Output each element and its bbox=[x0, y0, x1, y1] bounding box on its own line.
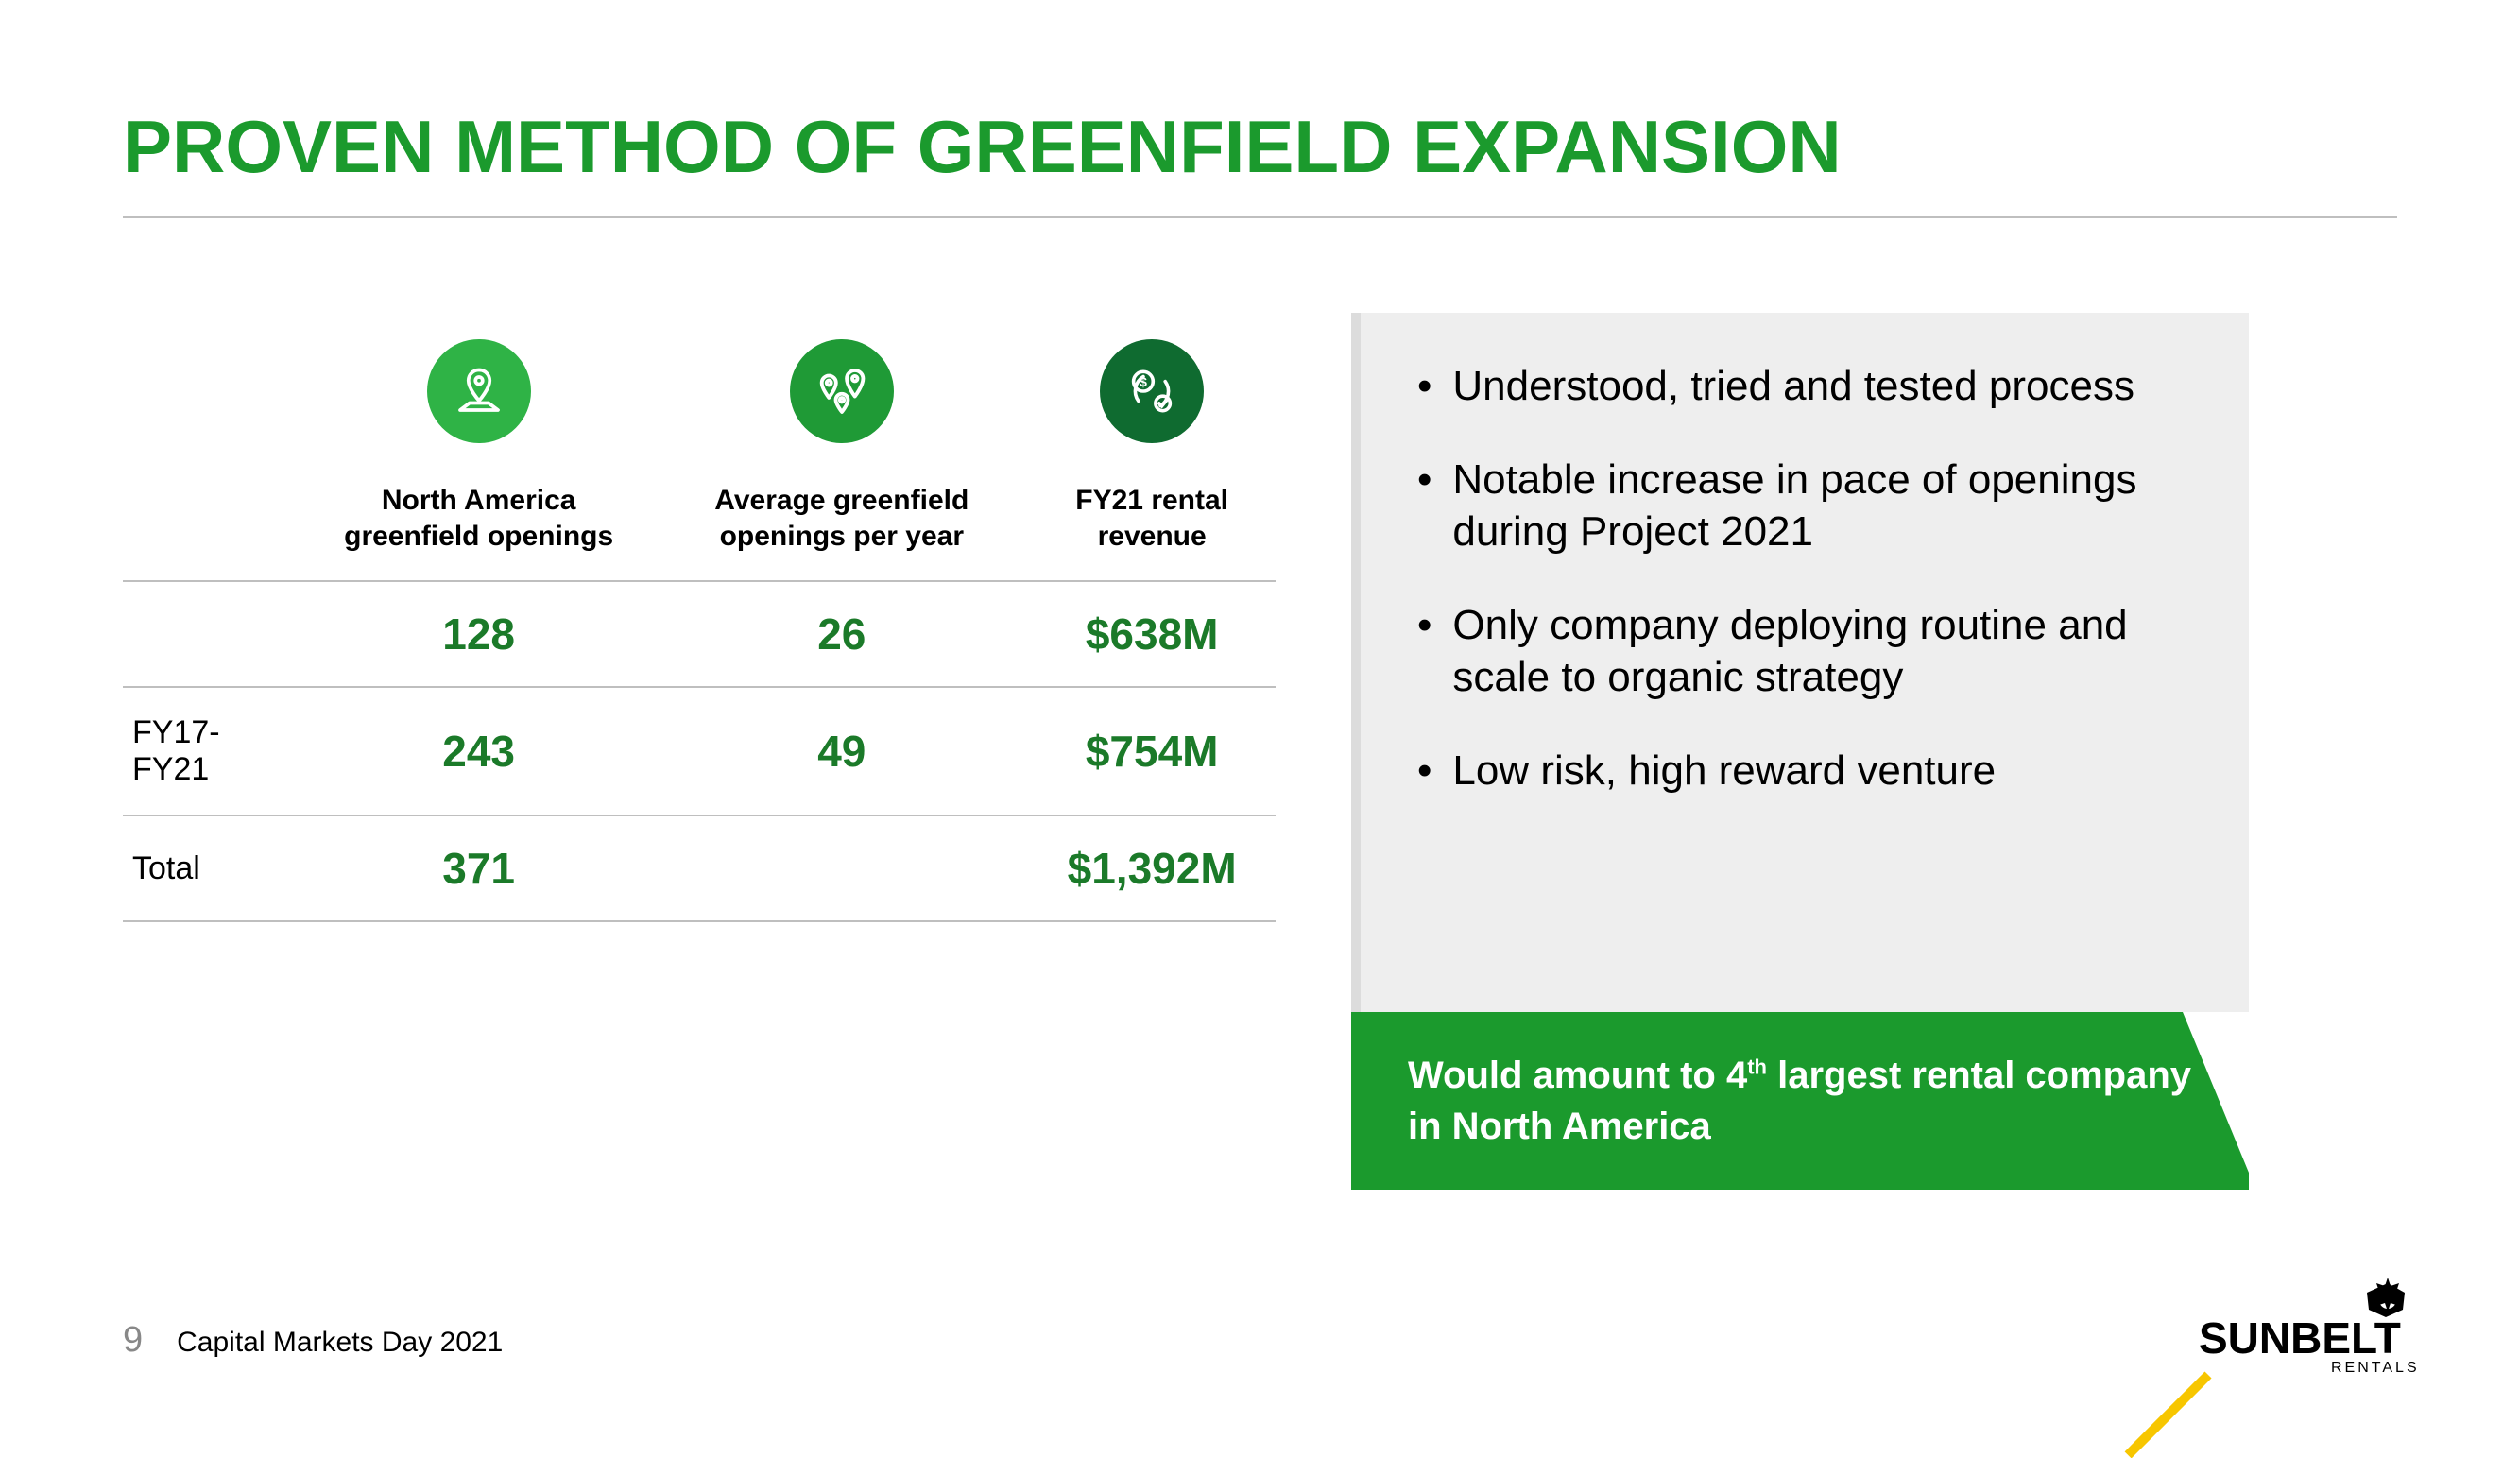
list-item: Only company deploying routine and scale… bbox=[1417, 599, 2192, 703]
header-row: North America greenfield openings Averag… bbox=[123, 456, 1276, 581]
right-column: Understood, tried and tested process Not… bbox=[1351, 313, 2249, 1190]
row-label: Total bbox=[123, 815, 302, 921]
cell-value: $1,392M bbox=[1028, 815, 1276, 921]
callout-banner: Would amount to 4th largest rental compa… bbox=[1351, 1012, 2249, 1190]
svg-text:SUNBELT: SUNBELT bbox=[2199, 1313, 2401, 1363]
th-blank bbox=[123, 456, 302, 581]
cell-value: 49 bbox=[655, 687, 1028, 815]
cell-value: 371 bbox=[302, 815, 655, 921]
data-table: $ North America greenfield openi bbox=[123, 313, 1276, 922]
row-label: FY17-FY21 bbox=[123, 687, 302, 815]
table-row: FY17-FY21 243 49 $754M bbox=[123, 687, 1276, 815]
footer-label: Capital Markets Day 2021 bbox=[177, 1327, 503, 1359]
icon-row: $ bbox=[123, 313, 1276, 456]
callout-text: Would amount to 4th largest rental compa… bbox=[1408, 1055, 2191, 1147]
accent-slash bbox=[2125, 1371, 2212, 1458]
page-title: PROVEN METHOD OF GREENFIELD EXPANSION bbox=[123, 104, 2397, 190]
slide: PROVEN METHOD OF GREENFIELD EXPANSION bbox=[0, 0, 2520, 1417]
list-item: Low risk, high reward venture bbox=[1417, 745, 2192, 797]
table-row: 128 26 $638M bbox=[123, 581, 1276, 687]
th-col2: Average greenfield openings per year bbox=[655, 456, 1028, 581]
row-label bbox=[123, 581, 302, 687]
th-col1: North America greenfield openings bbox=[302, 456, 655, 581]
bullet-list: Understood, tried and tested process Not… bbox=[1417, 360, 2192, 797]
map-pin-icon bbox=[427, 339, 531, 443]
cell-value: 128 bbox=[302, 581, 655, 687]
multi-pin-icon bbox=[790, 339, 894, 443]
table-region: $ North America greenfield openi bbox=[123, 313, 1276, 1190]
sunbelt-logo: SUNBELT RENTALS bbox=[2189, 1276, 2435, 1380]
bullets-box: Understood, tried and tested process Not… bbox=[1351, 313, 2249, 1012]
table-row: Total 371 $1,392M bbox=[123, 815, 1276, 921]
list-item: Understood, tried and tested process bbox=[1417, 360, 2192, 412]
cell-value: $754M bbox=[1028, 687, 1276, 815]
cell-value bbox=[655, 815, 1028, 921]
list-item: Notable increase in pace of openings dur… bbox=[1417, 454, 2192, 557]
title-rule bbox=[123, 216, 2397, 218]
page-number: 9 bbox=[123, 1320, 143, 1361]
footer: 9 Capital Markets Day 2021 bbox=[123, 1320, 503, 1361]
th-col3: FY21 rental revenue bbox=[1028, 456, 1276, 581]
cell-value: 243 bbox=[302, 687, 655, 815]
content: $ North America greenfield openi bbox=[123, 313, 2397, 1190]
cell-value: 26 bbox=[655, 581, 1028, 687]
dollar-cycle-icon: $ bbox=[1100, 339, 1204, 443]
cell-value: $638M bbox=[1028, 581, 1276, 687]
svg-text:RENTALS: RENTALS bbox=[2331, 1360, 2420, 1376]
